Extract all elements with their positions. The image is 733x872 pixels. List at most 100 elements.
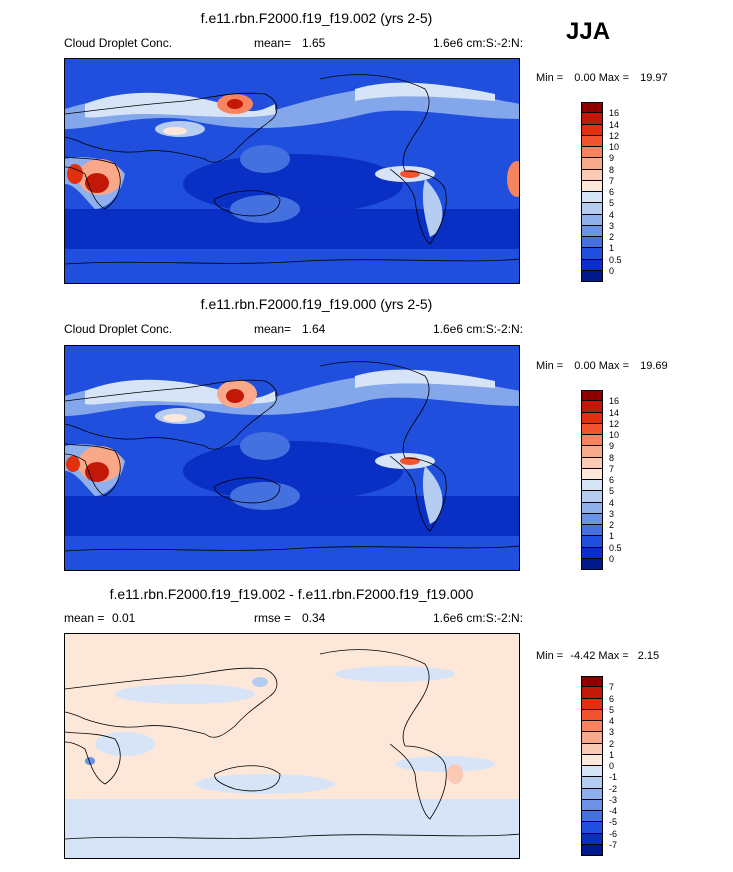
panel-2-map-field [65,346,519,570]
panel-1-colorbar-box [581,192,603,204]
panel-3-min-value: -4.42 [570,650,596,662]
panel-3-colorbar-box [581,687,603,699]
panel-1-colorbar-label: 16 [609,108,620,118]
panel-1-colorbar-box [581,158,603,170]
panel-3-min-max: Min = -4.42 Max = 2.15 [536,650,659,662]
panel-2-colorbar-box [581,491,603,503]
panel-2-variable-label: Cloud Droplet Conc. [64,322,173,336]
panel-2-colorbar-box [581,502,603,514]
panel-3-colorbar-box [581,799,603,811]
panel-1-map-field [65,59,519,283]
panel-3-colorbar-box [581,833,603,845]
panel-2-mean-value: 1.64 [302,322,326,336]
panel-2-colorbar-box [581,401,603,413]
panel-3-colorbar-label: -3 [609,795,618,805]
panel-3-colorbar-label: -2 [609,784,618,794]
panel-1-colorbar-box [581,248,603,260]
panel-2-colorbar-label: 1 [609,531,615,541]
panel-2-colorbar-box [581,513,603,525]
panel-2-colorbar-box [581,480,603,492]
panel-2-colorbar-label: 5 [609,486,615,496]
panel-1-colorbar-box [581,203,603,215]
panel-2-mean-label: mean= [254,322,292,336]
panel-1-colorbar-label: 12 [609,131,620,141]
panel-1-colorbar-box [581,102,603,114]
panel-1-colorbar-box [581,169,603,181]
panel-1-colorbar-label: 5 [609,198,615,208]
panel-1-map [64,58,520,284]
panel-3-colorbar-box [581,732,603,744]
panel-1-colorbar-box [581,113,603,125]
panel-1-max-label: Max = [598,72,630,84]
panel-3-colorbar-box [581,777,603,789]
panel-2-min-value: 0.00 [574,360,596,372]
panel-1-colorbar-label: 6 [609,187,615,197]
panel-2-colorbar-label: 6 [609,475,615,485]
panel-2-units: 1.6e6 cm:S:-2:N: [433,322,524,336]
season-label: JJA [566,18,611,45]
panel-1-colorbar-box [581,237,603,249]
panel-3-colorbar-box [581,754,603,766]
panel-2-colorbar-label: 0.5 [609,543,622,553]
panel-3-colorbar-label: 7 [609,682,615,692]
panel-3-colorbar-box [581,743,603,755]
panel-1-colorbar-label: 14 [609,120,620,130]
panel-3-colorbar-label: -5 [609,817,618,827]
panel-1-title: f.e11.rbn.F2000.f19_f19.002 (yrs 2-5) [200,10,433,26]
panel-3-colorbar-box [581,676,603,688]
panel-1-colorbar-box [581,259,603,271]
panel-3-max-label: Max = [598,650,629,662]
panel-3-colorbar-label: 4 [609,716,615,726]
panel-3-mean-label: mean = [64,611,105,625]
panel-2-colorbar-label: 0 [609,554,615,564]
panel-3-colorbar-label: 0 [609,761,615,771]
panel-3-colorbar-box [581,822,603,834]
panel-3-colorbar-box [581,721,603,733]
panel-1-colorbar-label: 4 [609,210,615,220]
panel-1-min-value: 0.00 [574,72,596,84]
panel-2-colorbar-label: 2 [609,520,615,530]
panel-3-colorbar-label: 5 [609,705,615,715]
panel-3-colorbar [581,676,603,856]
panel-2-min-max: Min = 0.00 Max = 19.69 [536,360,668,372]
panel-1-colorbar-box [581,214,603,226]
panel-1-colorbar-label: 10 [609,142,620,152]
panel-3-map-field [65,634,519,858]
panel-2-min-label: Min = [536,360,564,372]
panel-2-title: f.e11.rbn.F2000.f19_f19.000 (yrs 2-5) [200,296,433,312]
panel-1-colorbar-label: 3 [609,221,615,231]
panel-2-max-value: 19.69 [640,360,668,372]
panel-3-title: f.e11.rbn.F2000.f19_f19.002 - f.e11.rbn.… [109,586,474,602]
panel-2-colorbar-label: 4 [609,498,615,508]
panel-3-colorbar-box [581,844,603,856]
panel-2-colorbar-box [581,390,603,402]
panel-2-colorbar-box [581,536,603,548]
panel-2-colorbar-box [581,423,603,435]
panel-3-map [64,633,520,859]
panel-3-colorbar-label: -7 [609,840,618,850]
panel-1-mean-value: 1.65 [302,36,326,50]
panel-1-min-label: Min = [536,72,564,84]
panel-2-colorbar-box [581,446,603,458]
panel-2-colorbar-label: 16 [609,396,620,406]
panel-3-colorbar-label: 3 [609,727,615,737]
panel-1-colorbar-label: 8 [609,165,615,175]
panel-2-colorbar-label: 3 [609,509,615,519]
panel-2-colorbar-label: 7 [609,464,615,474]
panel-3-colorbar-box [581,811,603,823]
panel-1-colorbar-label: 0 [609,266,615,276]
panel-2-colorbar-box [581,468,603,480]
panel-3-mean-value: 0.01 [112,611,136,625]
panel-1-colorbar-label: 7 [609,176,615,186]
panel-2-colorbar-box [581,525,603,537]
panel-1-colorbar-box [581,225,603,237]
panel-1-colorbar-box [581,180,603,192]
panel-3-colorbar-box [581,698,603,710]
panel-1-colorbar [581,102,603,282]
panel-3-units: 1.6e6 cm:S:-2:N: [433,611,524,625]
panel-2-colorbar-label: 8 [609,453,615,463]
panel-3-colorbar-label: -4 [609,806,618,816]
panel-2-colorbar-label: 10 [609,430,620,440]
panel-3-colorbar-label: 1 [609,750,615,760]
panel-2-colorbar-box [581,412,603,424]
